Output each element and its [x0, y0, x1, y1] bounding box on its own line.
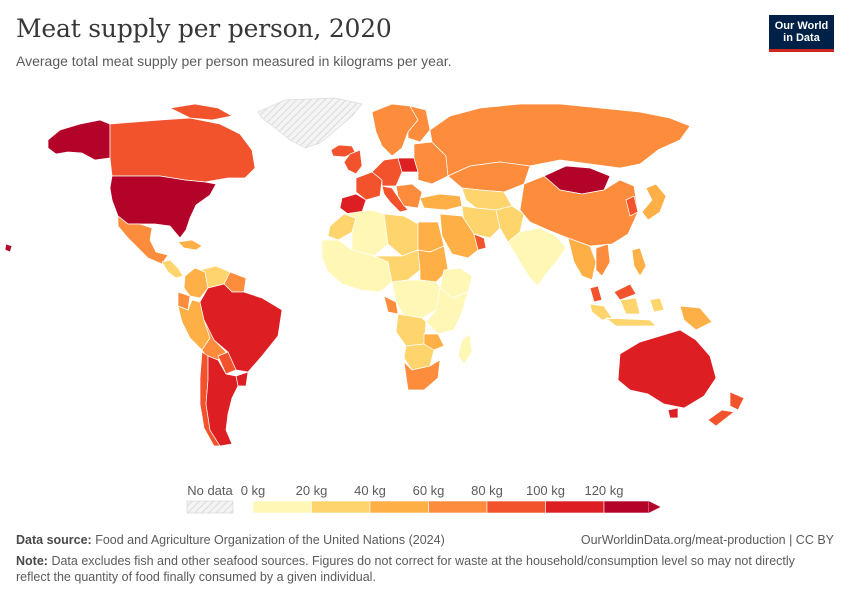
- owid-logo[interactable]: Our World in Data: [769, 15, 834, 52]
- legend-no-data: No data: [186, 483, 234, 514]
- map-region-central-europe[interactable]: Central Europe: [371, 157, 403, 187]
- map-region-mexico[interactable]: Mexico: [117, 215, 169, 265]
- map-region-gulf[interactable]: Gulf: [473, 233, 487, 251]
- map-region-west-africa[interactable]: West Africa: [321, 239, 393, 293]
- legend-bin-3[interactable]: [428, 500, 488, 514]
- data-source: Data source: Food and Agriculture Organi…: [16, 533, 445, 547]
- map-region-canada-islands[interactable]: Canada: [169, 103, 233, 121]
- legend-bin-4[interactable]: [486, 500, 546, 514]
- chart-subtitle: Average total meat supply per person mea…: [16, 53, 452, 69]
- map-region-korea[interactable]: Korea: [625, 195, 639, 217]
- map-region-zimbabwe[interactable]: Zimbabwe: [423, 333, 445, 351]
- map-region-indonesia[interactable]: Indonesia: [589, 297, 665, 327]
- map-region-uk-ireland[interactable]: UK & Ireland: [343, 149, 363, 175]
- map-region-finland[interactable]: Finland: [407, 105, 431, 143]
- legend-tick-label: 100 kg: [526, 483, 565, 498]
- map-region-greenland[interactable]: Greenland: [257, 97, 363, 149]
- legend-tick-label: 80 kg: [471, 483, 503, 498]
- map-region-east-africa[interactable]: East Africa: [425, 287, 469, 335]
- legend-bin-6[interactable]: [603, 500, 649, 514]
- map-region-alaska[interactable]: Alaska: [47, 119, 111, 161]
- data-source-label: Data source:: [16, 533, 92, 547]
- map-region-philippines[interactable]: Philippines: [631, 247, 647, 277]
- map-region-madagascar[interactable]: Madagascar: [457, 333, 473, 365]
- note: Note: Data excludes fish and other seafo…: [16, 553, 826, 585]
- legend-tick-labels: 0 kg 20 kg 40 kg 60 kg 80 kg 100 kg 120 kg: [241, 483, 624, 498]
- map-region-hawaii[interactable]: United States: [4, 243, 13, 253]
- map-region-malaysia[interactable]: Malaysia: [589, 283, 637, 303]
- map-region-colombia[interactable]: Colombia: [183, 267, 209, 299]
- map-region-vietnam[interactable]: Vietnam: [595, 243, 611, 277]
- map-region-japan[interactable]: Japan: [641, 183, 667, 221]
- legend-bin-1[interactable]: [311, 500, 371, 514]
- legend-tick-label: 60 kg: [413, 483, 445, 498]
- credit-link[interactable]: OurWorldinData.org/meat-production | CC …: [580, 533, 834, 547]
- legend-tick-label: 20 kg: [296, 483, 328, 498]
- map-region-china[interactable]: China: [519, 175, 639, 247]
- data-source-text[interactable]: Food and Agriculture Organization of the…: [95, 533, 445, 547]
- logo-line-1: Our World: [774, 20, 829, 32]
- legend-bin-0[interactable]: [252, 500, 312, 514]
- map-region-scandinavia[interactable]: Scandinavia: [371, 103, 419, 157]
- note-label: Note:: [16, 554, 48, 568]
- map-region-new-zealand[interactable]: New Zealand: [707, 391, 745, 427]
- map-region-paraguay[interactable]: Paraguay: [217, 351, 237, 375]
- legend-color-bins: [252, 500, 661, 514]
- map-region-argentina[interactable]: Argentina: [205, 355, 239, 447]
- map-region-central-america[interactable]: Central America: [161, 259, 184, 279]
- world-map: Greenland Iceland Alaska Canada Canada U…: [4, 97, 745, 447]
- map-region-saudi-arabia[interactable]: Saudi Arabia: [439, 213, 479, 259]
- map-region-italy[interactable]: Italy: [381, 185, 409, 213]
- note-text: Data excludes fish and other seafood sou…: [16, 554, 795, 584]
- map-region-sudan[interactable]: Sudan: [417, 245, 449, 283]
- map-region-india[interactable]: India: [507, 227, 567, 287]
- map-region-balkans[interactable]: Balkans: [395, 183, 423, 209]
- logo-line-2: in Data: [783, 32, 820, 44]
- chart-title: Meat supply per person, 2020: [16, 14, 392, 43]
- map-region-southeast-asia[interactable]: Southeast Asia: [567, 237, 597, 281]
- map-region-tasmania[interactable]: Tasmania: [667, 407, 679, 419]
- legend-tick-label: 40 kg: [354, 483, 386, 498]
- map-region-sahel[interactable]: Sahel: [373, 249, 421, 283]
- legend-bin-2[interactable]: [369, 500, 429, 514]
- legend-bin-5[interactable]: [545, 500, 605, 514]
- legend-no-data-label: No data: [187, 483, 233, 498]
- map-region-australia[interactable]: Australia: [617, 329, 717, 409]
- legend-tick-label: 120 kg: [584, 483, 623, 498]
- map-region-south-africa[interactable]: South Africa: [403, 359, 441, 391]
- legend-open-end-arrow: [648, 501, 661, 513]
- map-region-papua-new-guinea[interactable]: Papua New Guinea: [679, 305, 713, 331]
- legend-no-data-swatch: [186, 500, 234, 514]
- legend-tick-label: 0 kg: [241, 483, 266, 498]
- map-region-caribbean[interactable]: Caribbean: [177, 239, 203, 251]
